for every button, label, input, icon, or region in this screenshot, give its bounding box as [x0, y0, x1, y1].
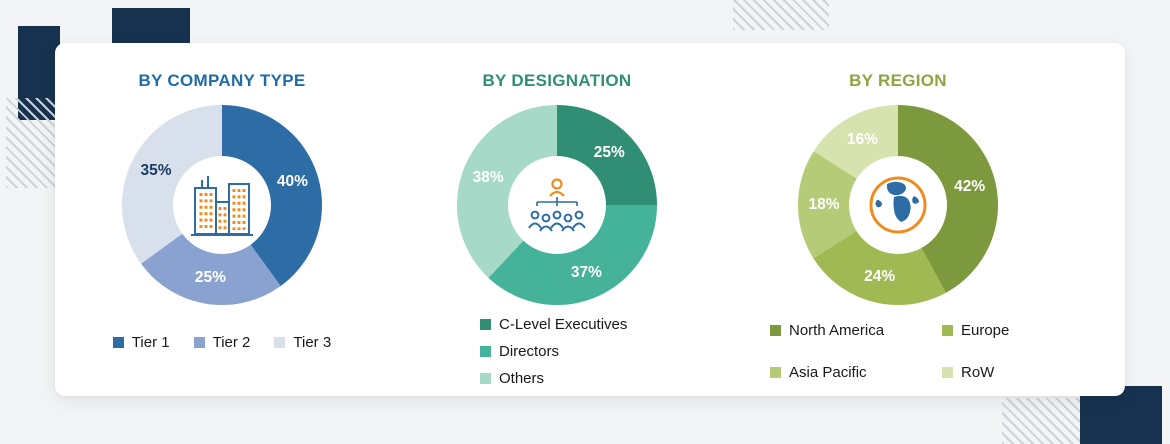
- segment-value-label: 16%: [846, 131, 878, 149]
- legend-item: C-Level Executives: [480, 313, 687, 335]
- legend-label: Asia Pacific: [789, 363, 867, 381]
- legend-swatch: [942, 324, 953, 336]
- legend-item: Asia Pacific: [770, 361, 942, 383]
- designation-chart: BY DESIGNATION: [427, 71, 687, 389]
- legend-item: North America: [770, 319, 942, 341]
- legend-label: Directors: [499, 342, 560, 360]
- charts-card: BY COMPANY TYPE: [55, 43, 1125, 396]
- legend-label: C-Level Executives: [499, 315, 628, 333]
- segment-value-label: 25%: [593, 143, 625, 161]
- legend-item: Directors: [480, 340, 687, 362]
- legend-swatch: [770, 324, 781, 336]
- region-donut: 42% 24% 18% 16%: [798, 105, 998, 305]
- segment-value-label: 42%: [954, 177, 986, 195]
- legend-label: North America: [789, 321, 885, 339]
- legend-label: Europe: [961, 321, 1010, 339]
- segment-value-label: 24%: [864, 267, 896, 285]
- designation-title: BY DESIGNATION: [482, 71, 632, 90]
- legend-item: Tier 3: [274, 331, 331, 353]
- legend-label: Tier 3: [293, 333, 332, 351]
- legend-label: RoW: [961, 363, 995, 381]
- designation-legend: C-Level Executives Directors Others: [480, 313, 687, 389]
- segment-value-label: 40%: [276, 173, 308, 191]
- org-chart-icon: [528, 178, 586, 232]
- segment-value-label: 35%: [140, 162, 172, 180]
- region-chart: BY REGION 42% 24% 18% 16% North America Euro…: [768, 71, 1028, 383]
- legend-swatch: [480, 372, 491, 384]
- legend-item: RoW: [942, 361, 1028, 383]
- legend-swatch: [193, 336, 205, 348]
- legend-swatch: [480, 345, 491, 357]
- designation-donut: 25% 37% 38%: [457, 105, 657, 305]
- legend-swatch: [770, 366, 781, 378]
- legend-swatch: [942, 366, 953, 378]
- legend-swatch: [480, 318, 491, 330]
- corner-decoration-top-stripes: [733, 0, 829, 30]
- globe-icon: [869, 176, 927, 234]
- legend-label: Tier 2: [212, 333, 251, 351]
- legend-label: Others: [499, 369, 545, 387]
- segment-value-label: 18%: [808, 196, 840, 213]
- region-donut-center: [849, 156, 947, 254]
- company-type-donut: 40% 25% 35%: [122, 105, 322, 305]
- designation-donut-center: [508, 156, 606, 254]
- legend-item: Europe: [942, 319, 1028, 341]
- company-type-legend: Tier 1 Tier 2 Tier 3: [92, 331, 352, 353]
- company-type-title: BY COMPANY TYPE: [138, 71, 306, 90]
- legend-label: Tier 1: [131, 333, 170, 351]
- company-type-chart: BY COMPANY TYPE: [92, 71, 352, 353]
- region-title: BY REGION: [849, 71, 947, 90]
- segment-value-label: 25%: [194, 269, 226, 287]
- legend-swatch: [274, 336, 286, 348]
- legend-swatch: [112, 336, 124, 348]
- company-type-donut-center: [173, 156, 271, 254]
- legend-item: Tier 2: [193, 331, 251, 353]
- segment-value-label: 38%: [472, 168, 504, 186]
- buildings-icon: [191, 176, 253, 236]
- legend-item: Others: [480, 367, 687, 389]
- legend-item: Tier 1: [112, 331, 170, 353]
- segment-value-label: 37%: [570, 263, 602, 281]
- region-legend: North America Europe Asia Pacific RoW: [770, 319, 1028, 383]
